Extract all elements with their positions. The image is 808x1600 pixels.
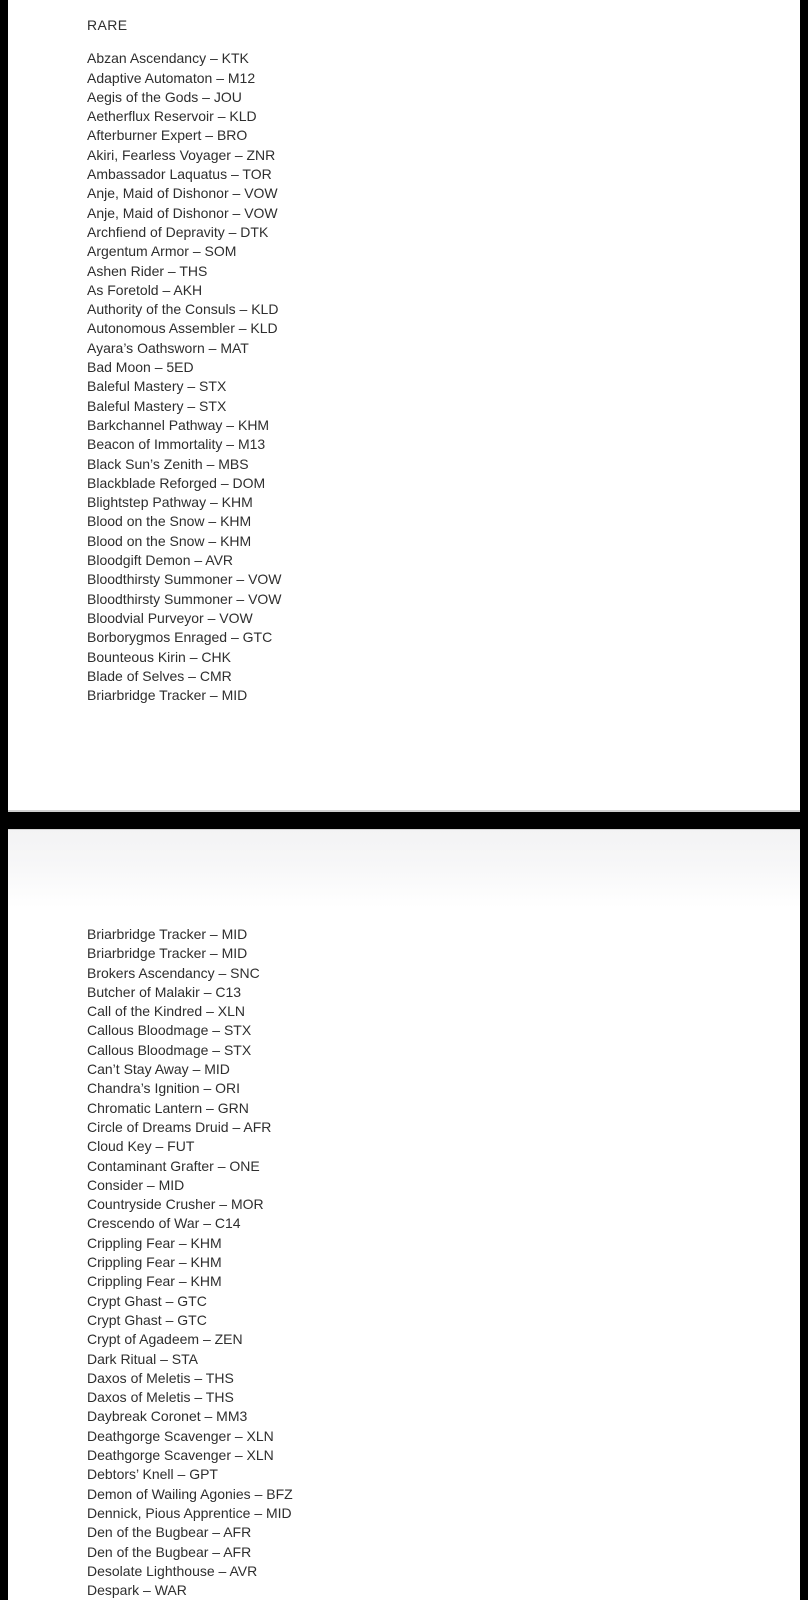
card-list-item: Countryside Crusher – MOR (87, 1196, 264, 1213)
card-list-item: Bounteous Kirin – CHK (87, 648, 231, 665)
card-list-item: Den of the Bugbear – AFR (87, 1543, 252, 1560)
card-list-item: Aetherflux Reservoir – KLD (87, 108, 257, 125)
card-list-item: Autonomous Assembler – KLD (87, 320, 278, 337)
card-list-item: Aegis of the Gods – JOU (87, 88, 242, 105)
card-list-item: Butcher of Malakir – C13 (87, 983, 242, 1000)
document-page-2: Briarbridge Tracker – MID Briarbridge Tra… (8, 829, 800, 1600)
card-list-item: Authority of the Consuls – KLD (87, 301, 279, 318)
card-list-item: Ambassador Laquatus – TOR (87, 166, 272, 183)
card-list-item: Debtors’ Knell – GPT (87, 1466, 218, 1483)
card-list-item: Blightstep Pathway – KHM (87, 494, 253, 511)
card-list-item: Bad Moon – 5ED (87, 359, 194, 376)
card-list-item: Can’t Stay Away – MID (87, 1061, 230, 1078)
card-list-item: Akiri, Fearless Voyager – ZNR (87, 146, 276, 163)
card-list-item: Desolate Lighthouse – AVR (87, 1562, 258, 1579)
card-list-item: Demon of Wailing Agonies – BFZ (87, 1485, 293, 1502)
card-list-item: Crippling Fear – KHM (87, 1254, 222, 1271)
card-list-item: Callous Bloodmage – STX (87, 1041, 252, 1058)
card-list-item: Crypt Ghast – GTC (87, 1311, 207, 1328)
card-list-item: Beacon of Immortality – M13 (87, 436, 266, 453)
card-list-item: Deathgorge Scavenger – XLN (87, 1447, 274, 1464)
card-list-item: Ayara’s Oathsworn – MAT (87, 339, 249, 356)
card-list-item: Dark Ritual – STA (87, 1350, 198, 1367)
card-list-item: Circle of Dreams Druid – AFR (87, 1118, 272, 1135)
card-list-item: Barkchannel Pathway – KHM (87, 416, 270, 433)
card-list-item: Briarbridge Tracker – MID (87, 926, 248, 942)
card-list-item: Bloodgift Demon – AVR (87, 552, 234, 569)
card-list-item: Daxos of Meletis – THS (87, 1369, 234, 1386)
card-list-item: Call of the Kindred – XLN (87, 1003, 245, 1020)
card-list-item: Crypt Ghast – GTC (87, 1292, 207, 1309)
card-list-page-2: Briarbridge Tracker – MID Briarbridge Tra… (87, 925, 800, 1600)
card-list-item: Daybreak Coronet – MM3 (87, 1408, 248, 1425)
card-list-item: Argentum Armor – SOM (87, 243, 237, 260)
card-list-item: Crippling Fear – KHM (87, 1234, 222, 1251)
card-list-item: Blood on the Snow – KHM (87, 513, 252, 530)
card-list-item: Contaminant Grafter – ONE (87, 1157, 260, 1174)
card-list-item: Baleful Mastery – STX (87, 378, 227, 395)
card-list-item: Briarbridge Tracker – MID (87, 945, 248, 962)
card-list-item: Consider – MID (87, 1176, 185, 1193)
card-list-item: Blade of Selves – CMR (87, 667, 232, 684)
card-list-item: Blood on the Snow – KHM (87, 532, 252, 549)
card-list-item: Crippling Fear – KHM (87, 1273, 222, 1290)
card-list-item: Bloodthirsty Summoner – VOW (87, 571, 282, 588)
card-list-item: Baleful Mastery – STX (87, 397, 227, 414)
card-list-item: Adaptive Automaton – M12 (87, 69, 256, 86)
card-list-item: Callous Bloodmage – STX (87, 1022, 252, 1039)
card-list-item: Anje, Maid of Dishonor – VOW (87, 204, 278, 221)
card-list-item: Den of the Bugbear – AFR (87, 1524, 252, 1541)
card-list-item: Bloodvial Purveyor – VOW (87, 609, 253, 626)
card-list-item: Deathgorge Scavenger – XLN (87, 1427, 274, 1444)
card-list-item: Ashen Rider – THS (87, 262, 208, 279)
card-list-item: Crypt of Agadeem – ZEN (87, 1331, 243, 1348)
card-list-item: Despark – WAR (87, 1582, 187, 1599)
card-list-item: Briarbridge Tracker – MID (87, 687, 248, 704)
card-list-item: Afterburner Expert – BRO (87, 127, 248, 144)
card-list-item: Abzan Ascendancy – KTK (87, 50, 249, 67)
card-list-item: Dennick, Pious Apprentice – MID (87, 1504, 292, 1521)
document-page-1: RARE Abzan Ascendancy – KTK Adaptive Auto… (8, 0, 800, 812)
rarity-section-heading: RARE (87, 17, 128, 33)
card-list-item: Chandra’s Ignition – ORI (87, 1080, 241, 1097)
card-list-item: Crescendo of War – C14 (87, 1215, 241, 1232)
card-list-item: Anje, Maid of Dishonor – VOW (87, 185, 278, 202)
card-list-item: Bloodthirsty Summoner – VOW (87, 590, 282, 607)
card-list-item: Black Sun’s Zenith – MBS (87, 455, 249, 472)
card-list-item: Borborygmos Enraged – GTC (87, 629, 273, 646)
card-list-page-1: Abzan Ascendancy – KTK Adaptive Automaton… (87, 49, 800, 705)
card-list-item: Chromatic Lantern – GRN (87, 1099, 249, 1116)
card-list-item: Brokers Ascendancy – SNC (87, 964, 260, 981)
card-list-item: As Foretold – AKH (87, 281, 203, 298)
card-list-item: Daxos of Meletis – THS (87, 1389, 234, 1406)
card-list-item: Blackblade Reforged – DOM (87, 474, 266, 491)
card-list-item: Cloud Key – FUT (87, 1138, 195, 1155)
card-list-item: Archfiend of Depravity – DTK (87, 223, 269, 240)
